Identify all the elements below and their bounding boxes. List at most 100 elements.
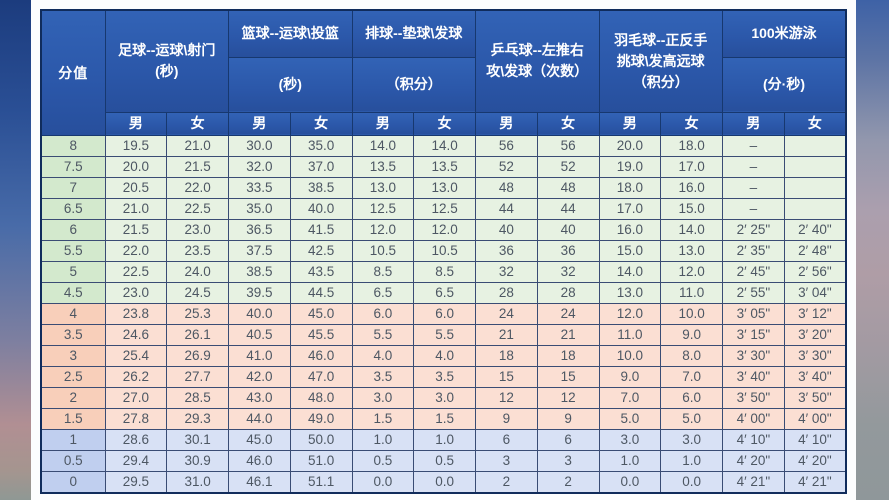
cell-football-female: 21.0 bbox=[166, 134, 229, 157]
score-cell: 2.5 bbox=[40, 365, 106, 388]
cell-volleyball-female: 12.5 bbox=[413, 197, 476, 220]
cell-football-female: 25.3 bbox=[166, 302, 229, 325]
cell-badminton-male: 14.0 bbox=[598, 260, 662, 283]
score-cell: 4.5 bbox=[40, 281, 106, 304]
cell-football-male: 22.0 bbox=[104, 239, 168, 262]
cell-badminton-female: 0.0 bbox=[660, 470, 723, 493]
cell-basketball-female: 35.0 bbox=[289, 134, 353, 157]
cell-volleyball-male: 12.0 bbox=[351, 218, 415, 241]
cell-basketball-male: 30.0 bbox=[228, 134, 291, 157]
cell-basketball-male: 38.5 bbox=[228, 260, 291, 283]
sex-header-male-table_tennis: 男 bbox=[475, 111, 538, 136]
cell-swimming-male: 4′ 21" bbox=[722, 470, 785, 493]
cell-badminton-male: 12.0 bbox=[598, 302, 662, 325]
cell-basketball-female: 46.0 bbox=[289, 344, 353, 367]
cell-volleyball-male: 5.5 bbox=[351, 323, 415, 346]
cell-swimming-male: 4′ 10" bbox=[722, 428, 785, 451]
cell-volleyball-female: 0.0 bbox=[413, 470, 476, 493]
cell-football-female: 21.5 bbox=[166, 155, 229, 178]
cell-football-female: 23.0 bbox=[166, 218, 229, 241]
cell-football-female: 23.5 bbox=[166, 239, 229, 262]
cell-football-female: 26.1 bbox=[166, 323, 229, 346]
cell-football-male: 27.8 bbox=[104, 407, 168, 430]
cell-table_tennis-male: 40 bbox=[475, 218, 538, 241]
group-title-line: 100米游泳 bbox=[751, 25, 817, 42]
cell-table_tennis-female: 3 bbox=[536, 449, 600, 472]
cell-table_tennis-female: 32 bbox=[536, 260, 600, 283]
cell-table_tennis-male: 56 bbox=[475, 134, 538, 157]
cell-basketball-female: 51.0 bbox=[289, 449, 353, 472]
table-row: 7 20.5 22.0 33.5 38.5 13.0 13.0 48 48 18.0 16.0– bbox=[40, 176, 847, 199]
cell-basketball-female: 42.5 bbox=[289, 239, 353, 262]
sex-header-female-swimming: 女 bbox=[783, 111, 847, 136]
cell-basketball-female: 45.5 bbox=[289, 323, 353, 346]
cell-basketball-male: 39.5 bbox=[228, 281, 291, 304]
cell-table_tennis-female: 36 bbox=[536, 239, 600, 262]
cell-volleyball-female: 6.5 bbox=[413, 281, 476, 304]
cell-basketball-female: 40.0 bbox=[289, 197, 353, 220]
cell-basketball-male: 46.0 bbox=[228, 449, 291, 472]
cell-volleyball-female: 13.0 bbox=[413, 176, 476, 199]
cell-badminton-male: 20.0 bbox=[598, 134, 662, 157]
table-body: 8 19.5 21.0 30.0 35.0 14.0 14.0 56 56 20.0 18.0–7.… bbox=[40, 134, 847, 493]
cell-football-male: 24.6 bbox=[104, 323, 168, 346]
cell-table_tennis-female: 12 bbox=[536, 386, 600, 409]
header-row-2: (秒) （积分） (分·秒) bbox=[41, 56, 847, 113]
score-cell: 0.5 bbox=[40, 449, 106, 472]
sex-header-female-badminton: 女 bbox=[660, 111, 723, 136]
cell-swimming-female bbox=[783, 197, 847, 220]
cell-table_tennis-male: 3 bbox=[475, 449, 538, 472]
cell-basketball-male: 46.1 bbox=[228, 470, 291, 493]
cell-table_tennis-female: 40 bbox=[536, 218, 600, 241]
cell-table_tennis-female: 24 bbox=[536, 302, 600, 325]
cell-basketball-male: 42.0 bbox=[228, 365, 291, 388]
cell-volleyball-female: 4.0 bbox=[413, 344, 476, 367]
cell-swimming-male: 3′ 05" bbox=[722, 302, 785, 325]
cell-badminton-female: 15.0 bbox=[660, 197, 723, 220]
group-unit-swimming: (分·秒) bbox=[722, 56, 847, 113]
cell-volleyball-female: 0.5 bbox=[413, 449, 476, 472]
cell-badminton-male: 5.0 bbox=[598, 407, 662, 430]
cell-swimming-female: 3′ 50" bbox=[783, 386, 847, 409]
table-row: 4 23.8 25.3 40.0 45.0 6.0 6.0 24 24 12.0 10.0 3′ 05… bbox=[40, 302, 847, 325]
header-row-sex: 男女男女男女男女男女男女 bbox=[41, 111, 847, 136]
cell-basketball-female: 43.5 bbox=[289, 260, 353, 283]
cell-swimming-female: 2′ 56" bbox=[783, 260, 847, 283]
group-title-line: 攻\发球（次数） bbox=[486, 63, 589, 80]
cell-basketball-female: 44.5 bbox=[289, 281, 353, 304]
background-left-blur bbox=[0, 0, 31, 500]
cell-volleyball-male: 6.0 bbox=[351, 302, 415, 325]
cell-basketball-female: 41.5 bbox=[289, 218, 353, 241]
group-unit-volleyball: （积分） bbox=[351, 56, 476, 113]
cell-swimming-female: 3′ 20" bbox=[783, 323, 847, 346]
group-header-football: 足球--运球\射门 (秒) bbox=[104, 9, 229, 113]
group-header-table_tennis: 乒乓球--左推右 攻\发球（次数） bbox=[475, 9, 600, 113]
cell-football-female: 24.0 bbox=[166, 260, 229, 283]
cell-swimming-female: 3′ 04" bbox=[783, 281, 847, 304]
cell-badminton-female: 10.0 bbox=[660, 302, 723, 325]
cell-swimming-male: – bbox=[722, 134, 785, 157]
sex-header-male-badminton: 男 bbox=[598, 111, 662, 136]
cell-table_tennis-male: 2 bbox=[475, 470, 538, 493]
cell-football-female: 22.5 bbox=[166, 197, 229, 220]
cell-basketball-female: 45.0 bbox=[289, 302, 353, 325]
table-header: 分值 足球--运球\射门 (秒) 篮球--运球\投篮 排球--垫球\发球 乒乓球--左推右… bbox=[40, 9, 847, 136]
cell-volleyball-male: 10.5 bbox=[351, 239, 415, 262]
score-cell: 8 bbox=[40, 134, 106, 157]
table-row: 6.5 21.0 22.5 35.0 40.0 12.5 12.5 44 44 17.0 15.0– bbox=[40, 197, 847, 220]
sex-header-female-football: 女 bbox=[166, 111, 229, 136]
cell-table_tennis-male: 18 bbox=[475, 344, 538, 367]
cell-table_tennis-male: 24 bbox=[475, 302, 538, 325]
cell-football-male: 21.5 bbox=[104, 218, 168, 241]
cell-table_tennis-male: 12 bbox=[475, 386, 538, 409]
cell-badminton-female: 9.0 bbox=[660, 323, 723, 346]
cell-basketball-male: 43.0 bbox=[228, 386, 291, 409]
cell-table_tennis-female: 18 bbox=[536, 344, 600, 367]
cell-swimming-male: 3′ 30" bbox=[722, 344, 785, 367]
cell-swimming-male: 2′ 25" bbox=[722, 218, 785, 241]
cell-swimming-female bbox=[783, 155, 847, 178]
cell-volleyball-male: 13.0 bbox=[351, 176, 415, 199]
cell-swimming-male: 2′ 45" bbox=[722, 260, 785, 283]
cell-volleyball-male: 1.0 bbox=[351, 428, 415, 451]
group-unit-basketball: (秒) bbox=[228, 56, 353, 113]
